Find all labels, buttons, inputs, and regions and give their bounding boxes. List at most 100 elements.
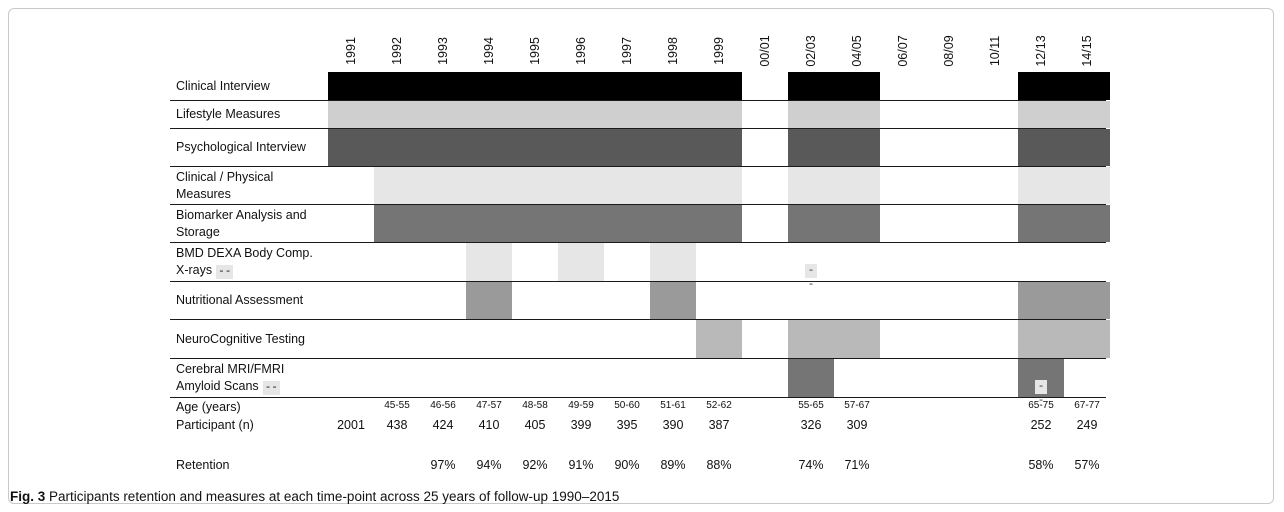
row-divider — [170, 358, 1106, 359]
participants-value: 395 — [616, 418, 638, 432]
measure-bar — [788, 359, 834, 397]
measure-bar — [650, 243, 696, 281]
row-divider — [170, 319, 1106, 320]
figure-caption: Fig. 3 Participants retention and measur… — [10, 489, 619, 504]
year-label: 14/15 — [1080, 35, 1094, 67]
dash-marker: -- — [216, 265, 234, 279]
retention-value: 92% — [522, 458, 548, 472]
measure-label: BMD DEXA Body Comp. X-rays -- — [176, 243, 326, 281]
measure-bar — [1018, 282, 1110, 319]
measure-label-text: Nutritional Assessment — [176, 293, 304, 307]
measure-bar — [328, 101, 742, 128]
year-header: 10/11 — [985, 26, 1005, 76]
measure-label-text: Psychological Interview — [176, 140, 306, 154]
measure-bar — [1018, 72, 1110, 100]
measure-bar — [788, 205, 880, 242]
measure-label: Clinical / Physical Measures — [176, 167, 326, 204]
measure-bar — [328, 72, 742, 100]
measure-label-text: Clinical / Physical Measures — [176, 169, 274, 201]
measure-bar — [374, 205, 742, 242]
year-label: 06/07 — [896, 35, 910, 67]
age-label: Age (years) — [176, 400, 241, 414]
row-divider — [170, 281, 1106, 282]
year-label: 04/05 — [850, 35, 864, 67]
retention-value: 97% — [430, 458, 456, 472]
measure-bar — [1018, 167, 1110, 204]
year-header: 06/07 — [893, 26, 913, 76]
year-header: 1998 — [663, 26, 683, 76]
age-value: 55-65 — [798, 400, 824, 411]
age-value: 65-75 — [1028, 400, 1054, 411]
age-value: 47-57 — [476, 400, 502, 411]
measure-bar — [788, 320, 880, 358]
measure-bar — [558, 243, 604, 281]
participants-value: 326 — [800, 418, 822, 432]
participants-value: 252 — [1030, 418, 1052, 432]
year-header: 02/03 — [801, 26, 821, 76]
participants-value: 249 — [1076, 418, 1098, 432]
participants-value: 410 — [478, 418, 500, 432]
measure-bar — [650, 282, 696, 319]
measure-label: Nutritional Assessment — [176, 282, 326, 319]
year-label: 1995 — [528, 37, 542, 65]
year-label: 12/13 — [1034, 35, 1048, 67]
year-header: 14/15 — [1077, 26, 1097, 76]
year-label: 00/01 — [758, 35, 772, 67]
measure-label: Clinical Interview — [176, 72, 326, 100]
year-header: 08/09 — [939, 26, 959, 76]
retention-value: 94% — [476, 458, 502, 472]
year-label: 10/11 — [988, 35, 1002, 67]
age-value: 45-55 — [384, 400, 410, 411]
measure-bar — [328, 129, 742, 166]
retention-value: 58% — [1028, 458, 1054, 472]
measure-bar — [1018, 320, 1110, 358]
participants-value: 309 — [846, 418, 868, 432]
retention-value: 57% — [1074, 458, 1100, 472]
retention-value: 88% — [706, 458, 732, 472]
age-value: 57-67 — [844, 400, 870, 411]
year-header: 1997 — [617, 26, 637, 76]
participants-value: 424 — [432, 418, 454, 432]
measure-bar — [788, 129, 880, 166]
figure-frame — [8, 8, 1274, 504]
year-label: 1997 — [620, 37, 634, 65]
year-header: 1996 — [571, 26, 591, 76]
year-header: 1992 — [387, 26, 407, 76]
year-label: 1999 — [712, 37, 726, 65]
row-divider — [170, 242, 1106, 243]
retention-value: 74% — [798, 458, 824, 472]
row-divider — [170, 128, 1106, 129]
row-divider — [170, 204, 1106, 205]
year-label: 02/03 — [804, 35, 818, 67]
measure-label: Lifestyle Measures — [176, 101, 326, 128]
measure-bar — [1018, 205, 1110, 242]
year-header: 1995 — [525, 26, 545, 76]
age-value: 52-62 — [706, 400, 732, 411]
measure-bar — [788, 167, 880, 204]
year-label: 1996 — [574, 37, 588, 65]
age-value: 67-77 — [1074, 400, 1100, 411]
year-label: 1991 — [344, 37, 358, 65]
age-value: 48-58 — [522, 400, 548, 411]
row-divider — [170, 166, 1106, 167]
retention-label: Retention — [176, 458, 230, 472]
year-header: 1999 — [709, 26, 729, 76]
year-header: 1994 — [479, 26, 499, 76]
age-value: 46-56 — [430, 400, 456, 411]
measure-bar — [466, 282, 512, 319]
age-value: 49-59 — [568, 400, 594, 411]
year-header: 1993 — [433, 26, 453, 76]
retention-value: 89% — [660, 458, 686, 472]
dash-marker: -- — [262, 381, 280, 395]
measure-bar — [1018, 101, 1110, 128]
age-value: 51-61 — [660, 400, 686, 411]
participants-value: 405 — [524, 418, 546, 432]
year-label: 1993 — [436, 37, 450, 65]
participants-value: 390 — [662, 418, 684, 432]
year-header: 04/05 — [847, 26, 867, 76]
participants-label: Participant (n) — [176, 418, 254, 432]
grid-dash-marker: -- — [805, 264, 817, 291]
measure-label: Biomarker Analysis and Storage — [176, 205, 326, 242]
measure-bar — [1018, 129, 1110, 166]
measure-label-text: Clinical Interview — [176, 78, 270, 93]
